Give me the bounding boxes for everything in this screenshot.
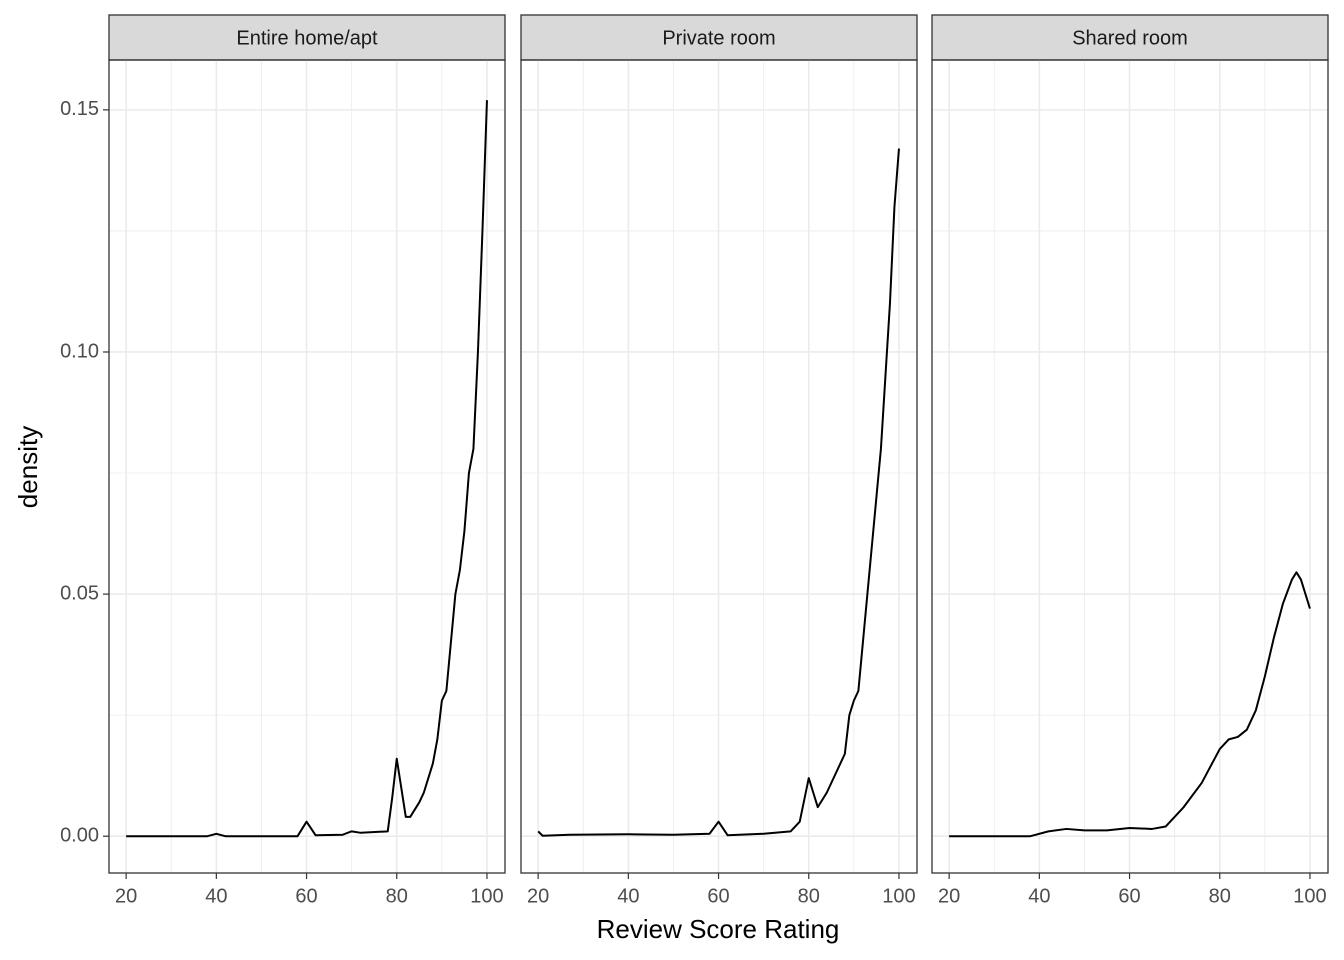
panel-border bbox=[520, 59, 918, 874]
x-tick-label: 40 bbox=[205, 885, 227, 907]
strip-text: Shared room bbox=[1072, 27, 1188, 49]
strip-text: Private room bbox=[662, 27, 775, 49]
strip bbox=[931, 14, 1329, 61]
x-tick-label: 100 bbox=[470, 885, 503, 907]
x-axis-title: Review Score Rating bbox=[597, 914, 840, 944]
y-tick-label: 0.15 bbox=[60, 98, 99, 120]
density-line bbox=[126, 100, 488, 838]
y-tick-label: 0.00 bbox=[60, 824, 99, 846]
panel-border bbox=[108, 59, 506, 874]
x-tick-label: 80 bbox=[386, 885, 408, 907]
density-line bbox=[949, 571, 1311, 838]
x-tick-label: 80 bbox=[1209, 885, 1231, 907]
density-line bbox=[537, 148, 900, 837]
x-tick-label: 100 bbox=[882, 885, 915, 907]
x-tick-label: 60 bbox=[1118, 885, 1140, 907]
x-tick-label: 100 bbox=[1293, 885, 1326, 907]
x-tick-label: 20 bbox=[938, 885, 960, 907]
x-tick-label: 60 bbox=[707, 885, 729, 907]
strip bbox=[108, 14, 506, 61]
x-tick-label: 20 bbox=[115, 885, 137, 907]
x-tick-label: 20 bbox=[527, 885, 549, 907]
y-tick-label: 0.05 bbox=[60, 582, 99, 604]
strip bbox=[520, 14, 918, 61]
x-tick-label: 80 bbox=[798, 885, 820, 907]
x-tick-label: 40 bbox=[617, 885, 639, 907]
panel-border bbox=[931, 59, 1329, 874]
y-axis-title: density bbox=[13, 426, 43, 508]
x-tick-label: 60 bbox=[295, 885, 317, 907]
y-tick-label: 0.10 bbox=[60, 340, 99, 362]
strip-text: Entire home/apt bbox=[236, 27, 378, 49]
x-tick-label: 40 bbox=[1028, 885, 1050, 907]
